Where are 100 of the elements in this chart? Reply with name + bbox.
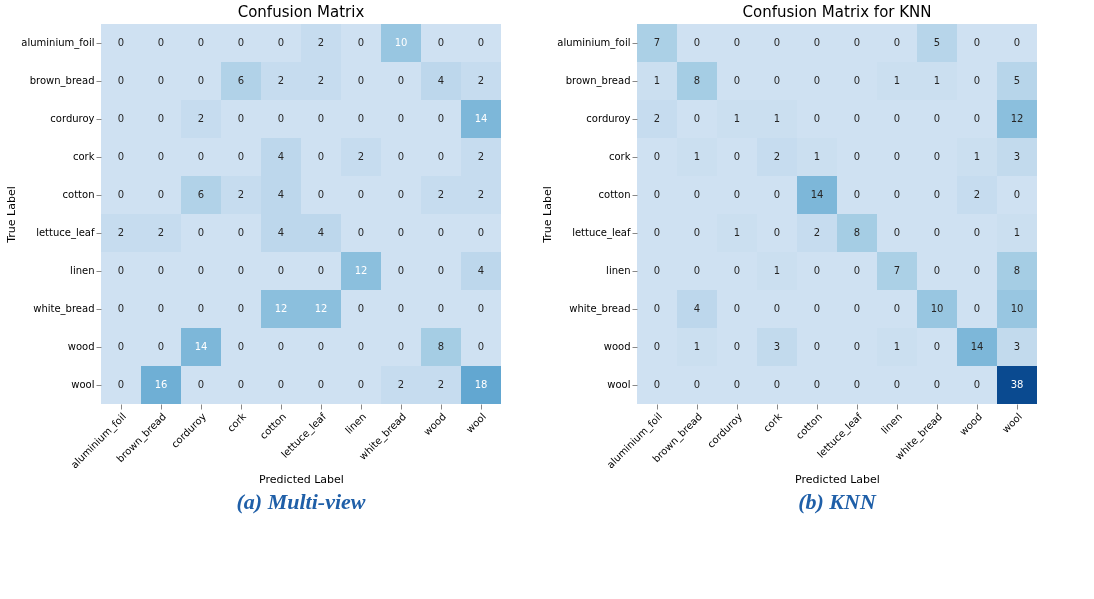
data-label: 0	[117, 113, 125, 124]
y-tick-label: cork	[608, 151, 631, 162]
data-label: 16	[154, 379, 168, 390]
data-label: 0	[397, 265, 405, 276]
data-label: 0	[277, 341, 285, 352]
data-label: 0	[733, 37, 741, 48]
x-axis-title: Predicted Label	[259, 473, 344, 487]
data-label: 0	[117, 265, 125, 276]
y-tick-label: cotton	[598, 189, 631, 200]
data-label: 2	[437, 379, 445, 390]
data-label: 0	[277, 113, 285, 124]
y-tick-label: linen	[70, 265, 95, 276]
data-label: 1	[653, 75, 661, 86]
data-label: 0	[277, 37, 285, 48]
data-label: 0	[733, 341, 741, 352]
y-tick-label: brown_bread	[565, 75, 631, 87]
data-label: 0	[357, 75, 365, 86]
data-label: 0	[973, 227, 981, 238]
data-label: 2	[773, 151, 781, 162]
data-label: 1	[733, 227, 741, 238]
data-label: 0	[317, 189, 325, 200]
data-label: 0	[117, 75, 125, 86]
data-label: 0	[813, 341, 821, 352]
data-label: 0	[397, 189, 405, 200]
data-label: 0	[317, 151, 325, 162]
data-label: 0	[933, 189, 941, 200]
data-label: 0	[437, 113, 445, 124]
data-label: 0	[693, 37, 701, 48]
data-label: 0	[1013, 37, 1021, 48]
data-label: 12	[314, 303, 328, 314]
data-label: 4	[277, 151, 285, 162]
data-label: 2	[277, 75, 285, 86]
data-label: 1	[733, 113, 741, 124]
data-label: 2	[973, 189, 981, 200]
data-label: 0	[357, 189, 365, 200]
data-label: 5	[1013, 75, 1021, 86]
y-tick-label: aluminium_foil	[557, 37, 631, 49]
data-label: 0	[733, 151, 741, 162]
x-axis-title: Predicted Label	[795, 473, 880, 487]
data-label: 0	[437, 37, 445, 48]
data-label: 0	[853, 265, 861, 276]
data-label: 0	[237, 227, 245, 238]
data-label: 0	[853, 75, 861, 86]
data-label: 0	[117, 341, 125, 352]
data-label: 0	[853, 303, 861, 314]
data-label: 0	[973, 265, 981, 276]
data-label: 0	[933, 227, 941, 238]
data-label: 2	[317, 37, 325, 48]
y-tick-label: wool	[607, 379, 631, 390]
data-label: 2	[477, 75, 485, 86]
data-label: 0	[197, 151, 205, 162]
data-label: 0	[893, 189, 901, 200]
data-label: 0	[237, 151, 245, 162]
data-label: 0	[973, 37, 981, 48]
data-label: 0	[117, 303, 125, 314]
data-label: 0	[693, 379, 701, 390]
data-label: 0	[853, 113, 861, 124]
data-label: 0	[397, 113, 405, 124]
data-label: 0	[237, 379, 245, 390]
data-label: 0	[157, 341, 165, 352]
data-label: 0	[317, 265, 325, 276]
data-label: 0	[733, 303, 741, 314]
data-label: 0	[1013, 189, 1021, 200]
data-label: 0	[773, 75, 781, 86]
data-label: 0	[477, 303, 485, 314]
data-label: 14	[194, 341, 208, 352]
data-label: 0	[653, 303, 661, 314]
data-label: 1	[893, 75, 901, 86]
data-label: 0	[973, 113, 981, 124]
chart-title: Confusion Matrix for KNN	[742, 3, 932, 21]
data-label: 0	[933, 113, 941, 124]
data-label: 0	[237, 113, 245, 124]
y-tick-label: white_bread	[33, 303, 95, 315]
data-label: 0	[357, 303, 365, 314]
chart-title: Confusion Matrix	[237, 3, 365, 21]
data-label: 2	[397, 379, 405, 390]
y-tick-label: linen	[606, 265, 631, 276]
data-label: 0	[893, 227, 901, 238]
data-label: 0	[653, 227, 661, 238]
y-axis-title: True Label	[541, 186, 555, 244]
data-label: 0	[893, 113, 901, 124]
data-label: 0	[853, 189, 861, 200]
data-label: 0	[237, 341, 245, 352]
data-label: 12	[354, 265, 368, 276]
data-label: 0	[973, 379, 981, 390]
data-label: 0	[893, 303, 901, 314]
text: (a) Multi-view	[236, 489, 366, 514]
data-label: 2	[477, 151, 485, 162]
data-label: 0	[773, 189, 781, 200]
data-label: 0	[773, 379, 781, 390]
data-label: 0	[813, 265, 821, 276]
data-label: 0	[197, 37, 205, 48]
data-label: 0	[237, 37, 245, 48]
data-label: 5	[933, 37, 941, 48]
data-label: 0	[437, 227, 445, 238]
data-label: 1	[693, 341, 701, 352]
data-label: 0	[933, 341, 941, 352]
data-label: 0	[693, 189, 701, 200]
data-label: 0	[693, 227, 701, 238]
data-label: 0	[357, 227, 365, 238]
